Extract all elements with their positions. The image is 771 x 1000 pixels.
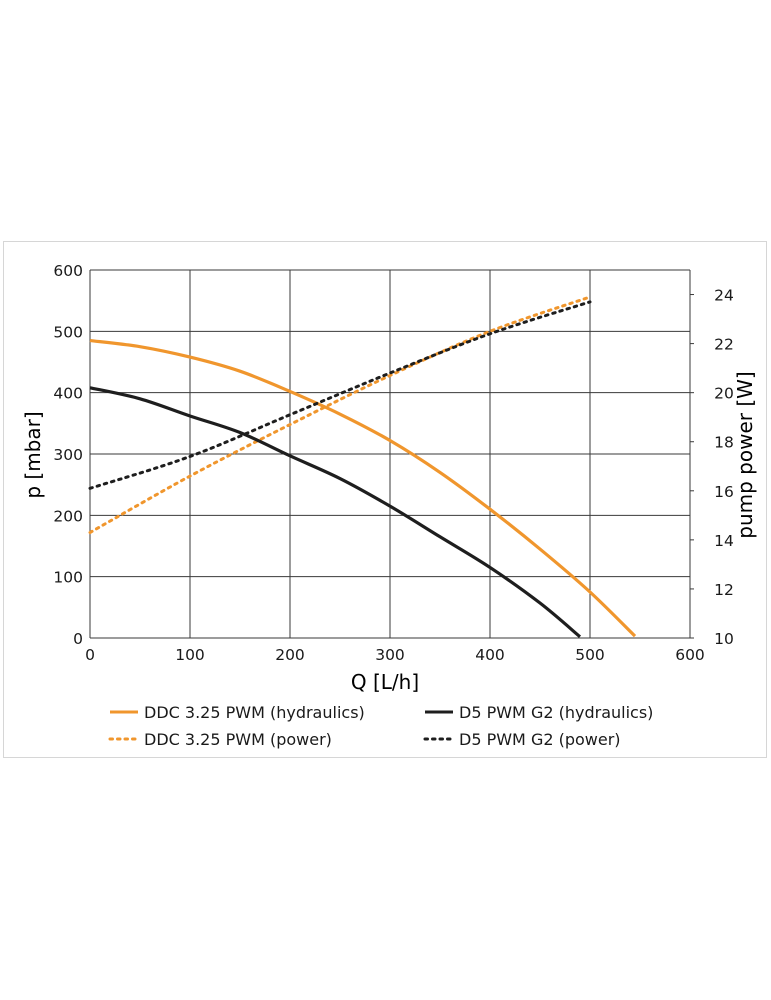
x-tick-label: 400: [475, 646, 505, 664]
series-ddc-power: [88, 295, 592, 535]
x-tick-label: 0: [85, 646, 95, 664]
y2-tick-label: 14: [714, 532, 734, 550]
y-tick-label: 600: [53, 262, 83, 280]
legend: DDC 3.25 PWM (hydraulics) DDC 3.25 PWM (…: [108, 703, 653, 749]
y-tick-label: 300: [53, 446, 83, 464]
y-tick-label: 400: [53, 385, 83, 403]
tick-labels: 0 100 200 300 400 500 600 0 100 200 300 400 500 600 10…: [53, 262, 733, 664]
chart-frame: [3, 241, 767, 758]
x-tick-label: 600: [675, 646, 705, 664]
y-tick-label: 200: [53, 507, 83, 525]
y2-tick-label: 16: [714, 483, 734, 501]
series-d5-power: [88, 300, 592, 490]
y2-tick-label: 10: [714, 630, 734, 648]
y2-tick-label: 18: [714, 434, 734, 452]
legend-label-d5-hydraulics: D5 PWM G2 (hydraulics): [459, 703, 653, 722]
y-axis-label: p [mbar]: [21, 411, 45, 498]
x-tick-label: 200: [275, 646, 305, 664]
y2-axis-label: pump power [W]: [733, 371, 757, 538]
series-ddc-hydraulics: [89, 338, 637, 638]
grid-lines: [89, 269, 694, 639]
y2-tick-label: 12: [714, 581, 734, 599]
x-tick-label: 300: [375, 646, 405, 664]
y-tick-label: 500: [53, 323, 83, 341]
legend-label-ddc-power: DDC 3.25 PWM (power): [144, 730, 332, 749]
x-tick-label: 100: [175, 646, 205, 664]
y-tick-label: 100: [53, 569, 83, 587]
y2-tick-label: 24: [714, 287, 734, 305]
legend-label-d5-power: D5 PWM G2 (power): [459, 730, 621, 749]
y-tick-label: 0: [73, 630, 83, 648]
legend-label-ddc-hydraulics: DDC 3.25 PWM (hydraulics): [144, 703, 365, 722]
y2-tick-label: 22: [714, 336, 734, 354]
series-d5-hydraulics: [89, 386, 582, 638]
y2-tick-label: 20: [714, 385, 734, 403]
x-axis-label: Q [L/h]: [351, 670, 419, 694]
x-tick-label: 500: [575, 646, 605, 664]
series-lines: [88, 295, 637, 638]
